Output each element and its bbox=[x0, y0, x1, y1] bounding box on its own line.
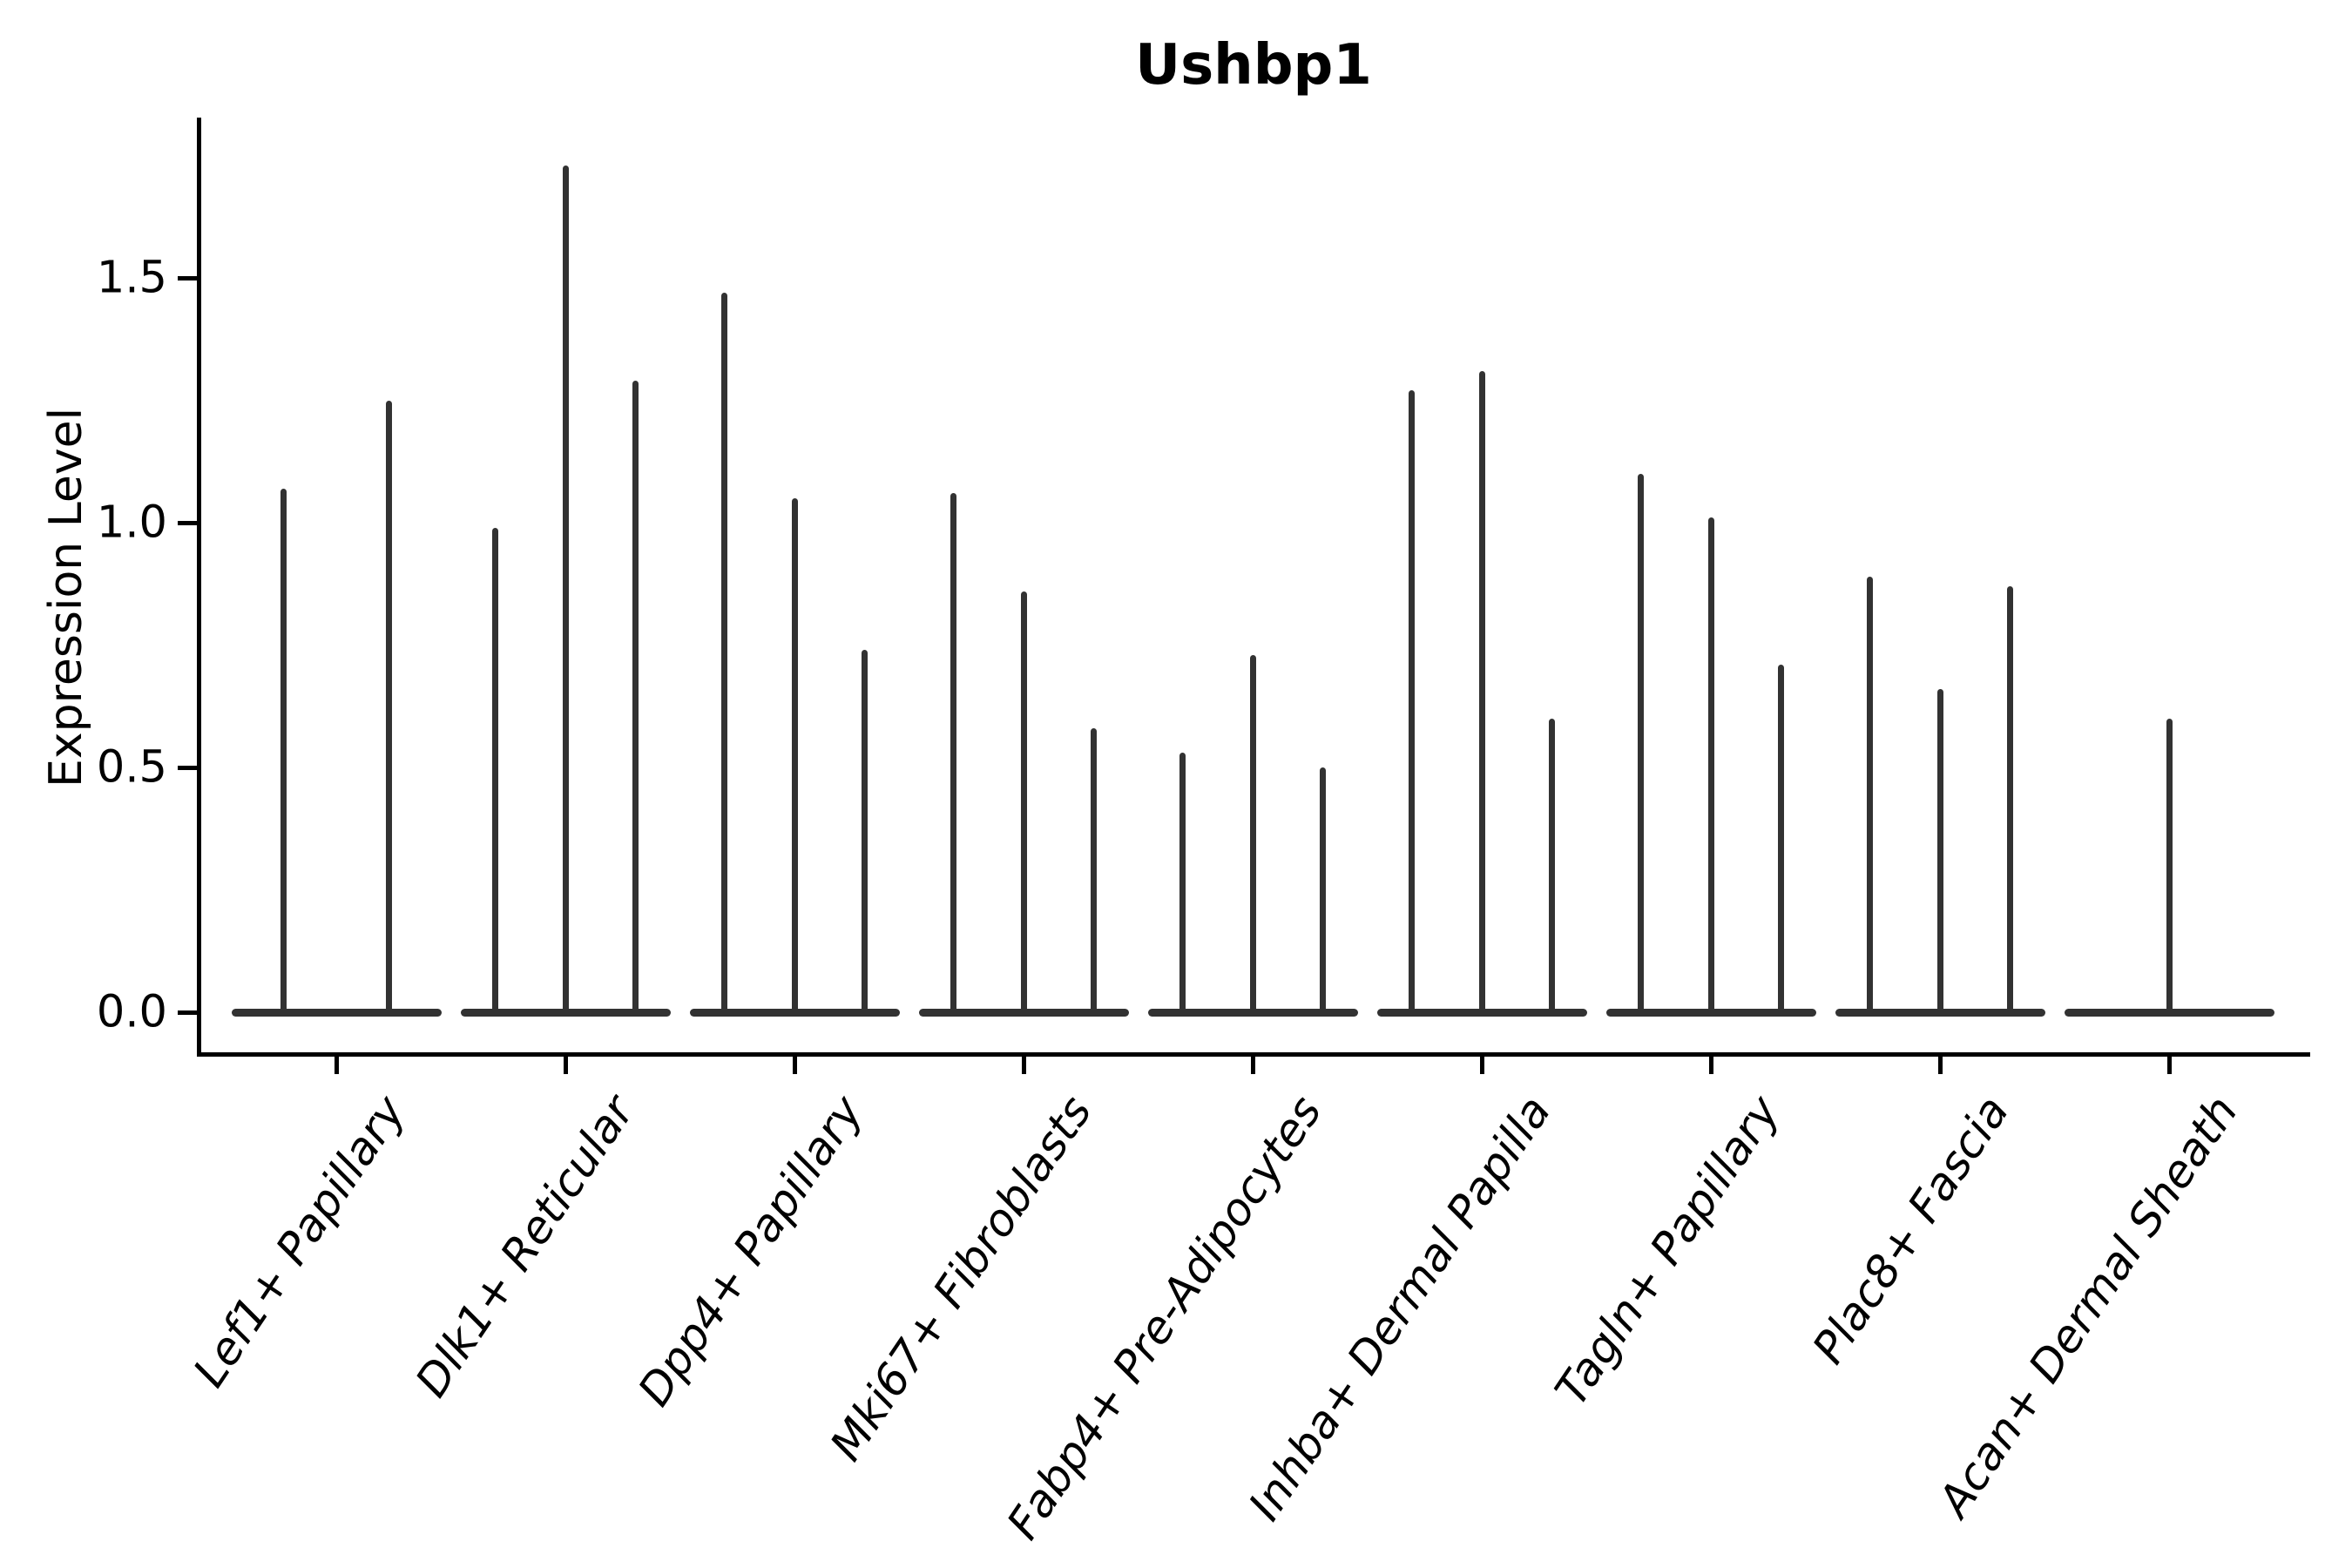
violin-max-spike bbox=[1777, 664, 1784, 1016]
violin-max-spike bbox=[1249, 654, 1256, 1016]
violin-max-spike bbox=[280, 488, 287, 1016]
x-tick-mark bbox=[1937, 1057, 1943, 1074]
y-tick-label: 0.5 bbox=[96, 741, 167, 794]
x-tick-label: Lef1+ Papillary bbox=[183, 1087, 416, 1397]
x-tick-label: Dlk1+ Reticular bbox=[406, 1087, 645, 1407]
violin-max-spike bbox=[1319, 767, 1326, 1016]
y-tick-label: 1.0 bbox=[96, 497, 167, 549]
violin-max-spike bbox=[562, 165, 569, 1016]
violin-zero-body bbox=[231, 1008, 442, 1017]
x-tick-mark bbox=[1708, 1057, 1713, 1074]
x-tick-mark bbox=[563, 1057, 568, 1074]
x-tick-label: Plac8+ Fascia bbox=[1802, 1087, 2019, 1374]
x-tick-label: Dpp4+ Papillary bbox=[629, 1087, 874, 1416]
violin-max-spike bbox=[1409, 390, 1416, 1016]
violin-max-spike bbox=[1478, 370, 1485, 1016]
y-tick-mark bbox=[178, 275, 197, 280]
violin-max-spike bbox=[1936, 689, 1943, 1016]
violin-max-spike bbox=[721, 292, 728, 1016]
x-tick-label: Mki67+ Fibroblasts bbox=[821, 1087, 1103, 1470]
violin-max-spike bbox=[1867, 576, 1874, 1016]
y-tick-mark bbox=[178, 520, 197, 525]
x-tick-mark bbox=[1021, 1057, 1026, 1074]
plot-title: Ushbp1 bbox=[1135, 33, 1372, 98]
violin-max-spike bbox=[1548, 718, 1555, 1016]
y-tick-mark bbox=[178, 1010, 197, 1015]
y-tick-label: 1.5 bbox=[96, 252, 167, 304]
violin-max-spike bbox=[632, 381, 639, 1016]
x-tick-mark bbox=[2166, 1057, 2172, 1074]
violin-max-spike bbox=[2166, 718, 2173, 1016]
violin-max-spike bbox=[791, 497, 798, 1016]
x-tick-label: Tagln+ Papillary bbox=[1545, 1087, 1790, 1416]
x-tick-mark bbox=[792, 1057, 797, 1074]
violin-max-spike bbox=[385, 400, 392, 1016]
violin-max-spike bbox=[1707, 517, 1714, 1016]
violin-max-spike bbox=[2006, 586, 2013, 1016]
y-tick-label: 0.0 bbox=[96, 986, 167, 1038]
violin-max-spike bbox=[1179, 753, 1186, 1016]
violin-max-spike bbox=[1638, 473, 1645, 1016]
y-tick-mark bbox=[178, 765, 197, 770]
violin-max-spike bbox=[1020, 591, 1027, 1016]
x-tick-mark bbox=[1479, 1057, 1484, 1074]
violin-max-spike bbox=[861, 650, 868, 1016]
y-axis-label: Expression Level bbox=[40, 407, 92, 788]
violin-max-spike bbox=[950, 493, 957, 1016]
violin-max-spike bbox=[1090, 728, 1097, 1016]
x-tick-mark bbox=[334, 1057, 339, 1074]
x-axis-spine bbox=[197, 1052, 2310, 1057]
violin-max-spike bbox=[492, 527, 499, 1016]
y-axis-spine bbox=[197, 118, 201, 1057]
x-tick-mark bbox=[1250, 1057, 1255, 1074]
